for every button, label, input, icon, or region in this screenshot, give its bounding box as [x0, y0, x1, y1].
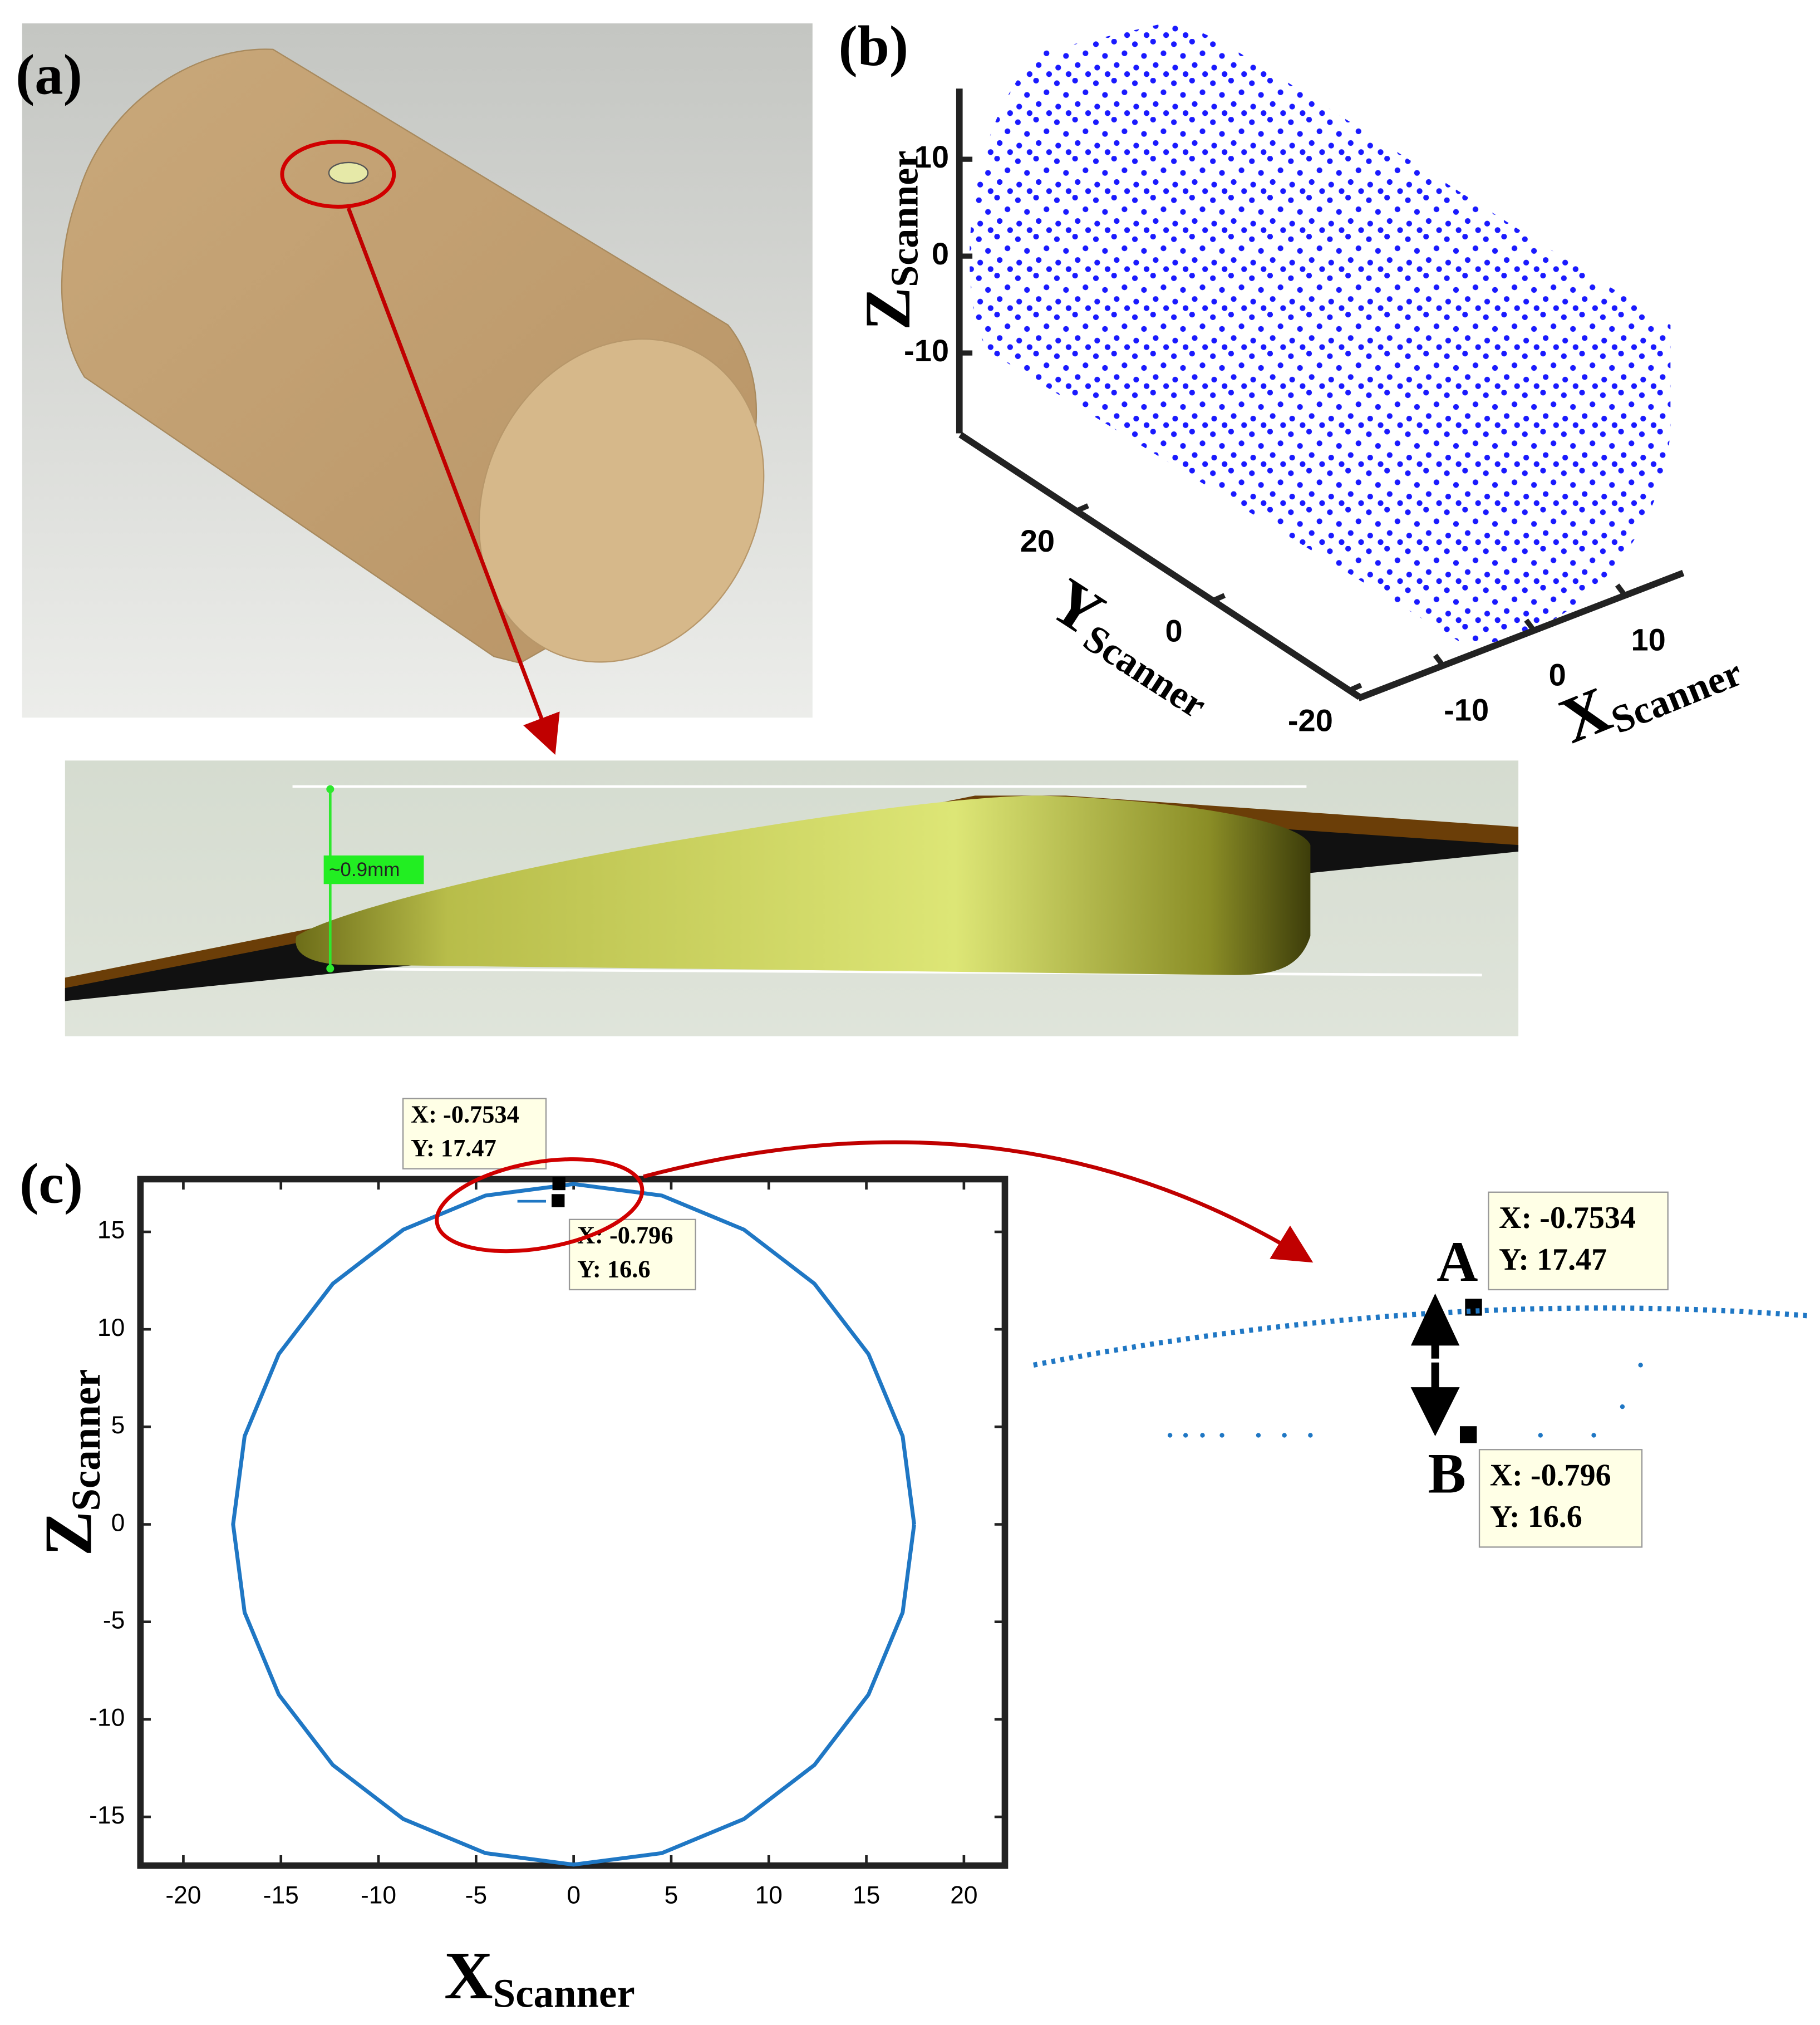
inset-arc — [1032, 1305, 1807, 1368]
panel-label: (b) — [839, 14, 909, 78]
inset-datatip-x: X: -0.796 — [1490, 1458, 1611, 1492]
inset-dot — [1219, 1433, 1224, 1438]
x-axis — [1357, 569, 1685, 701]
y-tick-label: -15 — [89, 1802, 125, 1829]
zoom-arrow — [643, 1140, 1314, 1263]
x-axis-title: XScanner — [444, 1939, 635, 2016]
inset-dot — [1538, 1433, 1543, 1438]
y-tick-label: 10 — [97, 1314, 125, 1341]
x-tick-label: 5 — [665, 1881, 678, 1909]
inset-datatip-box — [1478, 1449, 1643, 1548]
measure-end — [326, 965, 335, 973]
inset-dot — [1308, 1433, 1313, 1438]
x-tick-label: -10 — [361, 1881, 396, 1909]
inset-dot — [1183, 1433, 1188, 1438]
x-tick-label: 10 — [755, 1881, 783, 1909]
x-tick-label: -15 — [263, 1881, 299, 1909]
y-tick — [1212, 593, 1226, 603]
axis-title-sub: Scanner — [493, 1970, 635, 2016]
inset-point-label: B — [1428, 1442, 1466, 1506]
inset-dot — [1638, 1363, 1643, 1368]
panel-c: (c)-20 -15 -10 -5 0 5 10 15 20-15-10-5051015XSca… — [19, 1098, 1807, 2016]
inset-dot — [1167, 1433, 1173, 1438]
x-tick — [1524, 618, 1536, 632]
ref-line — [260, 967, 1482, 977]
datatip-marker — [552, 1194, 565, 1207]
panel-label: (c) — [19, 1152, 83, 1216]
z-tick-label: 10 — [914, 139, 949, 174]
axis-title-main: Z — [31, 1511, 106, 1556]
y-tick-label: 5 — [111, 1412, 125, 1439]
inset-datatip-y: Y: 17.47 — [1499, 1242, 1607, 1277]
datatip-y: Y: 16.6 — [577, 1255, 650, 1282]
y-tick-label: 15 — [97, 1217, 125, 1244]
y-axis-title: YScanner — [1036, 564, 1231, 727]
defect — [328, 161, 369, 184]
x-tick-label: 10 — [1631, 622, 1665, 657]
z-axis-title: ZScanner — [852, 151, 927, 331]
line-series — [231, 1182, 916, 1867]
y-tick-label: -5 — [103, 1606, 125, 1634]
x-tick-label: 15 — [853, 1881, 880, 1909]
x-tick-label: 0 — [567, 1881, 581, 1909]
highlight-ellipse — [280, 140, 396, 209]
x-tick-label: -20 — [165, 1881, 201, 1909]
axis-title-sub: Scanner — [63, 1369, 109, 1511]
defect-shape — [296, 795, 1311, 975]
x-tick-label: -5 — [465, 1881, 487, 1909]
datatip-y: Y: 17.47 — [411, 1134, 496, 1162]
x-tick-label: -10 — [1444, 692, 1489, 728]
z-tick-label: 0 — [932, 236, 949, 271]
measure-label-box — [323, 855, 424, 884]
axis-title-sub: Scanner — [884, 151, 927, 287]
highlight-ellipse — [435, 1157, 645, 1254]
point-cloud — [970, 23, 1671, 644]
axis-title-main: X — [1550, 673, 1621, 757]
datatip-marker — [552, 1177, 565, 1191]
inset-datatip-box — [1488, 1191, 1669, 1291]
x-tick — [1433, 653, 1445, 667]
inset-datatip-y: Y: 16.6 — [1490, 1500, 1582, 1534]
inset-point-label: A — [1437, 1230, 1478, 1294]
y-tick-label: -20 — [1288, 702, 1333, 738]
z-tick-label: -10 — [904, 333, 949, 368]
y-tick-label: 0 — [111, 1509, 125, 1536]
inset-dot — [1282, 1433, 1287, 1438]
y-tick-label: 20 — [1020, 523, 1055, 558]
y-tick-label: -10 — [89, 1704, 125, 1732]
arrow-down — [1410, 1362, 1460, 1437]
inset-dot — [1256, 1433, 1261, 1438]
arrow-up — [1410, 1293, 1460, 1359]
axis-title-sub: Scanner — [1606, 651, 1748, 742]
cylinder-cap — [478, 338, 765, 663]
measure-end — [326, 785, 335, 793]
x-tick-label: 0 — [1549, 657, 1566, 692]
inset-dot — [1591, 1433, 1596, 1438]
y-tick-label: 0 — [1165, 613, 1183, 648]
panel-a: (a) ~0.9mm — [16, 23, 1519, 1036]
y-axis-title: ZScanner — [31, 1369, 109, 1556]
inset-marker — [1459, 1426, 1477, 1443]
x-tick-label: 20 — [950, 1881, 977, 1909]
inset-datatip-x: X: -0.7534 — [1499, 1201, 1636, 1235]
axis-title-main: Z — [852, 287, 924, 331]
x-tick — [1615, 583, 1627, 597]
panel-label: (a) — [16, 43, 82, 106]
datatip-box — [402, 1098, 547, 1169]
y-tick — [1348, 682, 1362, 693]
datatip-x: X: -0.7534 — [411, 1100, 519, 1128]
inset-dot — [1200, 1433, 1205, 1438]
measure-label: ~0.9mm — [329, 859, 400, 881]
axis-title-sub: Scanner — [1076, 617, 1214, 727]
zoom-arrow — [346, 207, 560, 755]
inset-dot — [1620, 1404, 1625, 1409]
datatip-box — [568, 1218, 696, 1291]
y-axis — [958, 432, 1362, 700]
y-tick — [1075, 503, 1089, 514]
axis-title-main: X — [444, 1939, 493, 2013]
